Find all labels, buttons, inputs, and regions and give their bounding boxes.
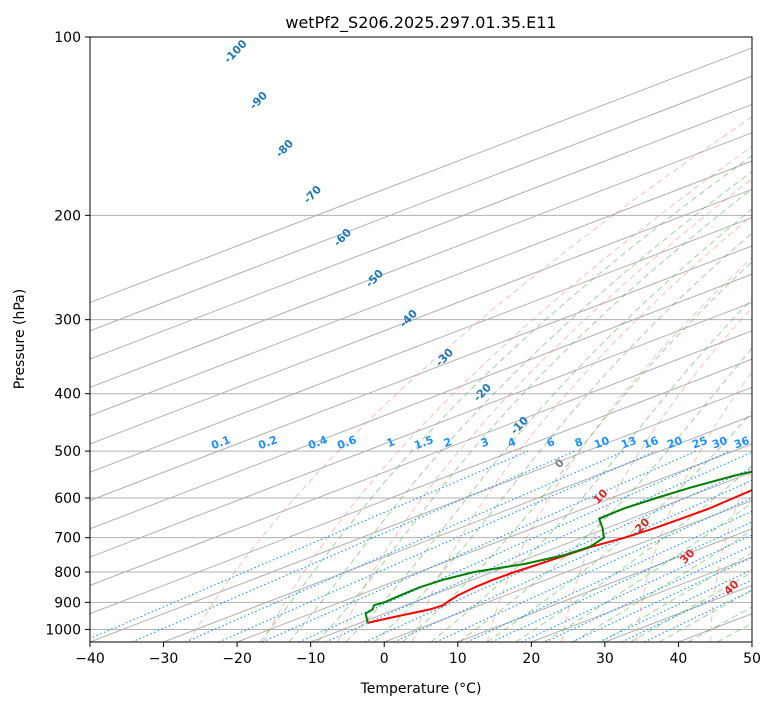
moist-adiabat-line [373,232,752,642]
mixing-ratio-label: 0.2 [256,433,279,452]
dewpoint-profile [364,470,752,624]
mixing-ratio-label: 36 [732,434,751,452]
isotherm-line [90,273,752,530]
y-tick-label: 800 [54,565,81,581]
moist-adiabat-line [430,298,752,642]
y-tick-label: 200 [54,208,81,224]
background-lines [90,37,752,642]
mixing-ratio-line [521,534,752,642]
isotherm-line [90,47,752,304]
x-tick-label: 20 [522,651,540,667]
isotherm-line [90,132,752,388]
isotherm-line [163,415,752,642]
y-tick-label: 400 [54,387,81,403]
mixing-ratio-line [364,467,752,642]
isotherm-line [310,471,752,642]
isotherm-line [90,386,752,642]
isotherm-line [90,188,752,445]
x-tick-label: −10 [296,651,326,667]
moist-adiabat-line [601,552,752,642]
y-axis-label: Pressure (hPa) [12,289,28,389]
dry-adiabat-line [188,116,752,642]
isotherm-line [90,330,752,586]
x-tick-label: 40 [670,651,688,667]
isotherm-line [90,217,752,473]
mixing-ratio-line [435,497,752,642]
isotherm-line [90,301,752,558]
y-tick-label: 900 [54,595,81,611]
mixing-ratio-label: 0.4 [306,433,329,452]
dry-adiabat-line [262,145,752,642]
x-axis: −40 −30 −20 −10 0 10 20 30 40 50 [75,642,761,667]
isotherm-line [90,75,752,332]
mixing-ratio-label: 10 [592,434,611,452]
isotherm-line [90,103,752,360]
profile-lines [364,470,752,624]
dry-adiabat-line [337,178,752,642]
isotherm-line [90,160,752,417]
mixing-ratio-label: 6 [545,435,557,450]
x-tick-label: −20 [222,651,252,667]
dry-adiabat-line [486,257,752,642]
x-tick-label: 10 [449,651,467,667]
moist-adiabat-line [259,155,752,642]
y-tick-label: 500 [54,444,81,460]
mixing-ratio-line [466,510,752,642]
mixing-ratio-label: 1.5 [412,433,435,452]
y-axis: 100 200 300 400 500 600 700 800 900 1000 [45,30,90,638]
dry-adiabat-line [710,467,752,642]
mixing-ratio-label: 3 [479,435,491,450]
mixing-ratio-line [218,450,656,642]
mixing-ratio-label: 30 [710,434,729,452]
mixing-ratio-label: 0.1 [209,433,232,452]
moist-adiabat-line [317,188,752,642]
mixing-ratio-line [393,479,752,642]
dry-adiabat-line [561,307,752,642]
isotherm-line [457,528,752,642]
mixing-ratio-line [545,545,752,642]
mixing-ratio-label: 0.6 [335,433,358,452]
mixing-ratio-label: 25 [690,434,709,451]
x-tick-label: 0 [380,651,389,667]
y-tick-label: 700 [54,531,81,547]
moist-adiabat-line [515,465,752,642]
mixing-ratio-label: 2 [442,435,454,450]
moist-adiabat-line [487,410,752,642]
dry-adiabat-line [635,371,752,642]
mixing-ratio-line [131,450,575,642]
mixing-ratio-line [298,450,730,642]
isotherm-line [236,443,752,642]
dry-adiabat-line [412,214,752,642]
plot-frame [89,36,753,643]
x-tick-label: −30 [149,651,179,667]
y-tick-label: 100 [54,30,81,46]
mixing-ratio-label: 1 [385,435,397,450]
y-tick-label: 600 [54,491,81,507]
mixing-ratio-label: 13 [619,434,638,451]
x-tick-label: −40 [75,651,105,667]
mixing-ratio-label: 16 [641,434,660,452]
x-tick-label: 30 [596,651,614,667]
isotherm-line [384,500,752,642]
mixing-ratio-label: 4 [506,435,518,450]
moist-adiabat-line [345,208,752,642]
moist-adiabat-line [288,170,752,642]
mixing-ratio-label: 8 [573,435,585,450]
mixing-ratio-label: 20 [665,434,684,452]
isotherm-line [90,245,752,502]
x-axis-label: Temperature (°C) [360,681,482,697]
x-tick-label: 50 [743,651,761,667]
isotherm-line [90,358,752,615]
mixing-ratio-line [262,450,697,642]
chart-title: wetPf2_S206.2025.297.01.35.E11 [285,13,556,33]
temperature-profile [367,489,752,624]
y-tick-label: 1000 [45,622,81,638]
y-tick-label: 300 [54,313,81,329]
